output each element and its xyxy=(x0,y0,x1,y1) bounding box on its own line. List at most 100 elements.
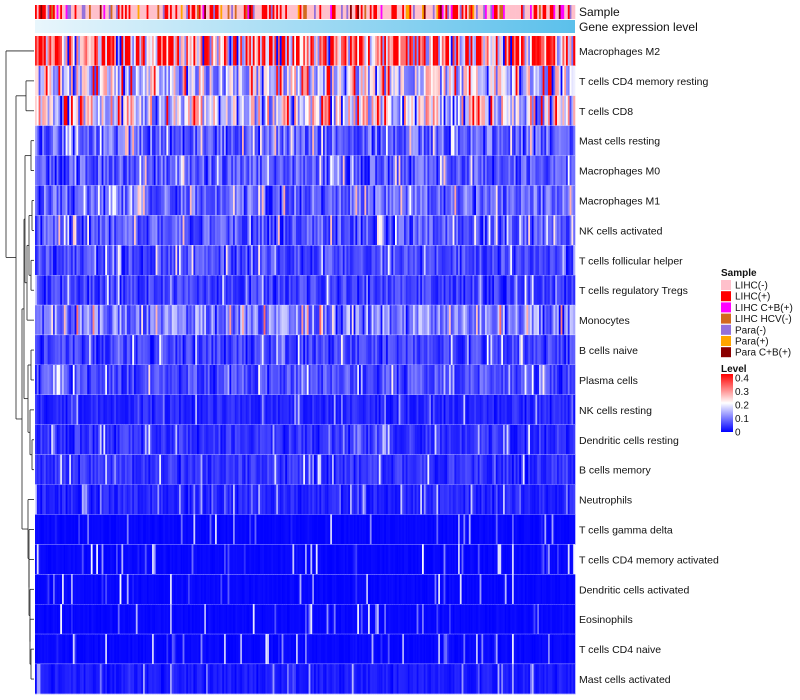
heatmap-cell xyxy=(346,424,349,456)
heatmap-cell xyxy=(92,125,95,156)
heatmap-cell xyxy=(544,365,547,396)
heatmap-cell xyxy=(501,394,504,426)
heatmap-cell xyxy=(249,215,252,246)
heatmap-cell xyxy=(125,454,128,485)
heatmap-cell xyxy=(422,155,425,186)
heatmap-cell xyxy=(87,305,90,336)
heatmap-cell xyxy=(218,365,221,396)
heatmap-cell xyxy=(56,65,59,97)
heatmap-cell xyxy=(227,365,230,396)
heatmap-cell xyxy=(281,215,284,246)
heatmap-cell xyxy=(537,365,540,396)
heatmap-cell xyxy=(258,125,261,156)
heatmap-cell xyxy=(355,365,358,396)
heatmap-cell xyxy=(209,275,212,306)
heatmap-cell xyxy=(197,125,200,156)
heatmap-cell xyxy=(373,275,376,306)
heatmap-cell xyxy=(371,36,374,67)
heatmap-cell xyxy=(429,95,432,127)
heatmap-cell xyxy=(488,125,491,156)
heatmap-cell xyxy=(447,335,450,366)
heatmap-cell xyxy=(429,36,432,67)
heatmap-cell xyxy=(155,215,158,246)
heatmap-cell xyxy=(503,125,506,156)
heatmap-cell xyxy=(69,185,72,216)
heatmap-cell xyxy=(450,394,453,426)
heatmap-cell xyxy=(177,365,180,396)
heatmap-cell xyxy=(236,95,239,127)
heatmap-cell xyxy=(350,394,353,426)
sample-annotation-cell xyxy=(326,5,329,19)
sample-annotation-cell xyxy=(209,5,212,19)
heatmap-cell xyxy=(193,95,196,127)
heatmap-cell xyxy=(243,365,246,396)
heatmap-cell xyxy=(405,95,408,127)
heatmap-cell xyxy=(85,424,88,456)
heatmap-cell xyxy=(72,215,75,246)
heatmap-cell xyxy=(488,275,491,306)
heatmap-cell xyxy=(555,36,558,67)
heatmap-cell xyxy=(197,185,200,216)
heatmap-cell xyxy=(395,36,398,67)
heatmap-cell xyxy=(479,95,482,127)
heatmap-cell xyxy=(247,365,250,396)
heatmap-cell xyxy=(557,365,560,396)
heatmap-cell xyxy=(53,155,56,186)
heatmap-cell xyxy=(236,305,239,336)
heatmap-cell xyxy=(247,305,250,336)
heatmap-cell xyxy=(351,394,354,426)
heatmap-cell xyxy=(189,484,192,515)
heatmap-cell xyxy=(276,335,279,366)
heatmap-cell xyxy=(99,185,102,216)
heatmap-cell xyxy=(191,65,194,97)
heatmap-cell xyxy=(567,36,570,67)
heatmap-cell xyxy=(58,36,61,67)
heatmap-cell xyxy=(269,454,272,485)
heatmap-cell xyxy=(548,245,551,276)
heatmap-cell xyxy=(135,484,138,515)
heatmap-cell xyxy=(504,125,507,156)
heatmap-cell xyxy=(423,185,426,216)
heatmap-cell xyxy=(542,95,545,127)
heatmap-cell xyxy=(42,484,45,515)
heatmap-cell xyxy=(485,245,488,276)
heatmap-cell xyxy=(501,305,504,336)
heatmap-cell xyxy=(450,424,453,456)
heatmap-cell xyxy=(328,424,331,456)
heatmap-cell xyxy=(276,215,279,246)
heatmap-cell xyxy=(481,215,484,246)
heatmap-cell xyxy=(96,484,99,515)
heatmap-cell xyxy=(153,185,156,216)
heatmap-cell xyxy=(355,305,358,336)
heatmap-cell xyxy=(296,95,299,127)
heatmap-cell xyxy=(101,155,104,186)
heatmap-cell xyxy=(65,65,68,97)
heatmap-cell xyxy=(231,275,234,306)
heatmap-cell xyxy=(535,215,538,246)
sample-annotation-cell xyxy=(78,5,81,19)
heatmap-cell xyxy=(402,454,405,485)
heatmap-cell xyxy=(474,36,477,67)
heatmap-cell xyxy=(281,155,284,186)
heatmap-cell xyxy=(544,185,547,216)
heatmap-cell xyxy=(407,365,410,396)
heatmap-cell xyxy=(281,305,284,336)
heatmap-cell xyxy=(202,394,205,426)
heatmap-cell xyxy=(85,245,88,276)
heatmap-cell xyxy=(166,65,169,97)
heatmap-cell xyxy=(416,185,419,216)
heatmap-cell xyxy=(110,95,113,127)
heatmap-cell xyxy=(72,484,75,515)
heatmap-cell xyxy=(220,335,223,366)
heatmap-cell xyxy=(499,245,502,276)
sample-annotation-cell xyxy=(90,5,93,19)
heatmap-cell xyxy=(54,305,57,336)
heatmap-cell xyxy=(533,65,536,97)
heatmap-cell xyxy=(54,275,57,306)
heatmap-cell xyxy=(351,275,354,306)
heatmap-cell xyxy=(305,65,308,97)
heatmap-cell xyxy=(477,365,480,396)
heatmap-cell xyxy=(528,36,531,67)
heatmap-cell xyxy=(332,245,335,276)
heatmap-cell xyxy=(432,185,435,216)
